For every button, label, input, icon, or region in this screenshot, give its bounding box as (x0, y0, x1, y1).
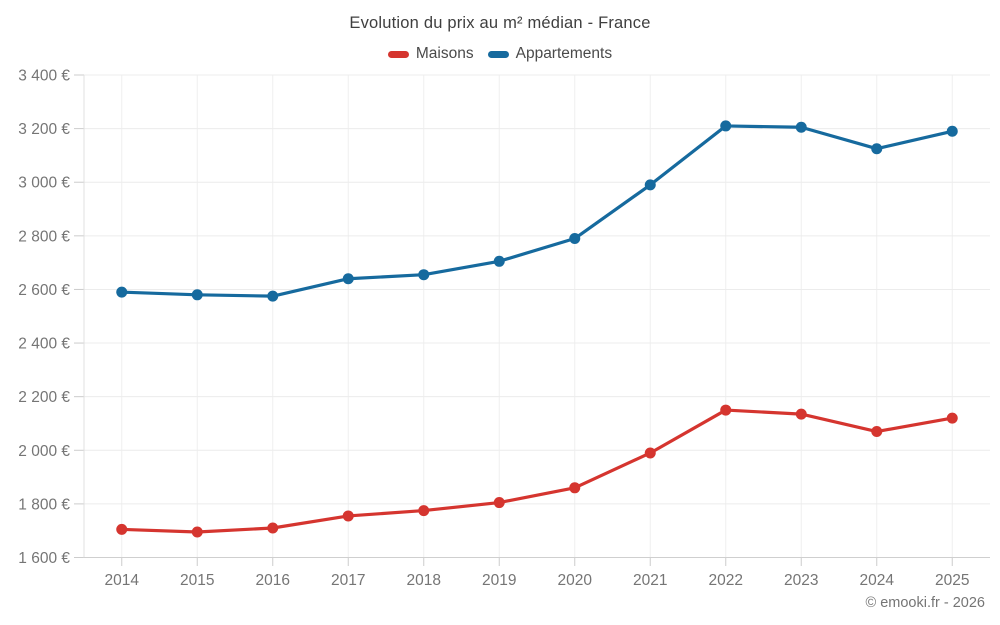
y-axis-label: 3 000 € (18, 175, 70, 192)
legend-item-maisons[interactable]: Maisons (387, 45, 474, 63)
y-axis-label: 2 000 € (18, 443, 70, 460)
series-line-appartements (120, 124, 954, 298)
x-axis-label: 2018 (407, 572, 441, 589)
y-axis-label: 2 400 € (18, 336, 70, 353)
data-point-maisons-2023[interactable] (795, 408, 807, 420)
data-point-appartements-2017[interactable] (342, 273, 354, 285)
data-point-maisons-2024[interactable] (871, 426, 883, 438)
data-point-maisons-2022[interactable] (720, 404, 732, 416)
y-axis-label: 2 800 € (18, 228, 70, 245)
data-point-appartements-2020[interactable] (569, 233, 581, 245)
chart-title: Evolution du prix au m² médian - France (349, 14, 651, 32)
y-axis-label: 1 600 € (18, 550, 70, 567)
legend-marker-appartements (487, 50, 509, 58)
x-axis-label: 2025 (935, 572, 969, 589)
copyright-credit: © emooki.fr - 2026 (865, 595, 985, 611)
x-axis-label: 2022 (709, 572, 743, 589)
x-axis-label: 2017 (331, 572, 365, 589)
data-point-maisons-2020[interactable] (569, 482, 581, 494)
data-point-maisons-2017[interactable] (342, 510, 354, 522)
y-axis-label: 2 200 € (18, 389, 70, 406)
data-point-appartements-2023[interactable] (795, 121, 807, 133)
legend-marker-maisons (387, 50, 409, 58)
data-point-appartements-2025[interactable] (946, 125, 958, 137)
data-point-maisons-2015[interactable] (191, 526, 203, 538)
x-axis-label: 2016 (256, 572, 290, 589)
x-axis-label: 2015 (180, 572, 214, 589)
legend-item-appartements[interactable]: Appartements (487, 45, 613, 63)
data-point-appartements-2014[interactable] (116, 286, 128, 298)
x-axis-label: 2019 (482, 572, 516, 589)
data-point-maisons-2019[interactable] (493, 497, 505, 509)
y-axis-label: 3 400 € (18, 68, 70, 85)
x-axis-label: 2021 (633, 572, 667, 589)
series-line-maisons (120, 408, 954, 534)
data-point-appartements-2022[interactable] (720, 120, 732, 132)
y-axis-label: 2 600 € (18, 282, 70, 299)
y-axis-label: 1 800 € (18, 496, 70, 513)
data-point-appartements-2021[interactable] (644, 179, 656, 191)
data-point-maisons-2021[interactable] (644, 447, 656, 459)
data-point-maisons-2014[interactable] (116, 523, 128, 535)
y-axis-label: 3 200 € (18, 121, 70, 138)
chart-legend: Maisons Appartements (0, 45, 1000, 63)
data-point-appartements-2018[interactable] (418, 269, 430, 281)
data-point-appartements-2019[interactable] (493, 255, 505, 267)
data-point-appartements-2015[interactable] (191, 289, 203, 301)
data-point-maisons-2018[interactable] (418, 505, 430, 517)
legend-label: Maisons (415, 45, 474, 62)
data-point-maisons-2025[interactable] (946, 412, 958, 424)
legend-label: Appartements (515, 45, 613, 62)
x-axis-label: 2024 (860, 572, 895, 589)
x-axis-label: 2020 (558, 572, 593, 589)
data-point-maisons-2016[interactable] (267, 522, 279, 534)
data-point-appartements-2016[interactable] (267, 290, 279, 302)
x-axis-label: 2014 (105, 572, 140, 589)
data-point-appartements-2024[interactable] (871, 143, 883, 155)
x-axis-label: 2023 (784, 572, 818, 589)
